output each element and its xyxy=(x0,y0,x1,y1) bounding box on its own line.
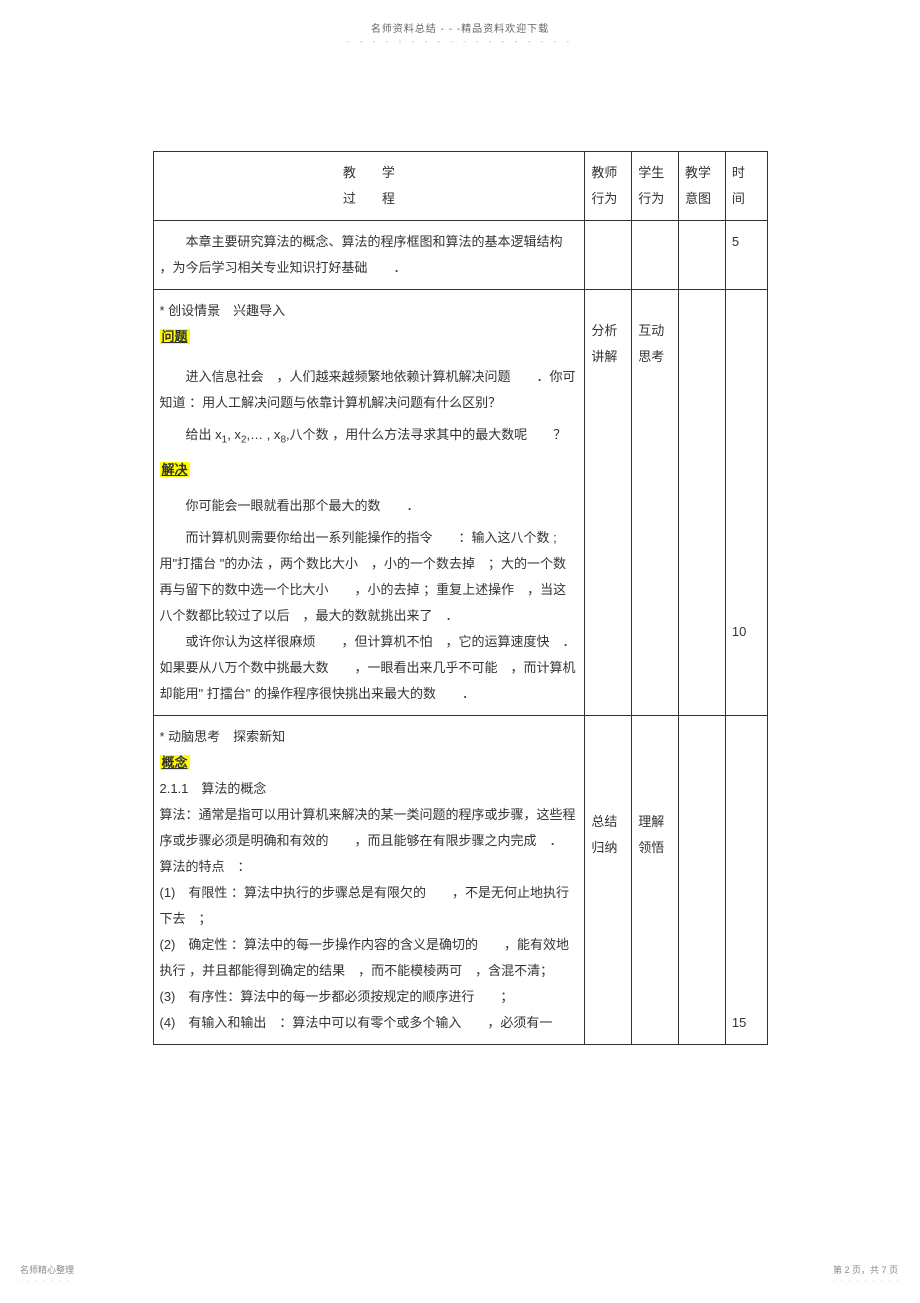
footer-left: 名师精心整理 . . . . . . . xyxy=(20,1263,74,1283)
header-process-l1: 教 学 xyxy=(160,160,579,186)
header-student: 学生 行为 xyxy=(632,152,679,221)
row2-p2: 给出 x1, x2,… , x8,八个数 ，用什么方法寻求其中的最大数呢 ？ xyxy=(160,422,579,451)
label-gainian: 概念 xyxy=(160,755,190,770)
row2-p3: 你可能会一眼就看出那个最大的数 ． xyxy=(160,493,579,519)
footer-left-text: 名师精心整理 xyxy=(20,1263,74,1276)
row2-p1: 进入信息社会 ，人们越来越频繁地依赖计算机解决问题 ．你可知道 ：用人工解决问题… xyxy=(160,364,579,416)
row3-student-l2: 领悟 xyxy=(638,835,672,861)
lesson-plan-table: 教 学 过 程 教师 行为 学生 行为 教学 意图 时 间 本章主要研究算法的概… xyxy=(153,151,768,1045)
table-row: 本章主要研究算法的概念、算法的程序框图和算法的基本逻辑结构 ，为今后学习相关专业… xyxy=(153,221,767,290)
row3-main: * 动脑思考 探索新知 概念 2.1.1 算法的概念 算法：通常是指可以用计算机… xyxy=(153,715,585,1044)
page-header-text: 名师资料总结 - - -精品资料欢迎下载 xyxy=(0,0,920,35)
header-teacher-l2: 行为 xyxy=(591,186,625,212)
header-process-l2: 过 程 xyxy=(160,186,579,212)
header-time-l1: 时 xyxy=(732,160,761,186)
header-process: 教 学 过 程 xyxy=(153,152,585,221)
footer-right-dots: . . . . . . . . . xyxy=(833,1276,900,1283)
row2-student: 互动 思考 xyxy=(632,290,679,716)
row3-student: 理解 领悟 xyxy=(632,715,679,1044)
header-intent-l1: 教学 xyxy=(685,160,719,186)
row1-teacher xyxy=(585,221,632,290)
footer-right-text: 第 2 页，共 7 页 xyxy=(833,1263,900,1276)
row2-main: * 创设情景 兴趣导入 问题 进入信息社会 ，人们越来越频繁地依赖计算机解决问题… xyxy=(153,290,585,716)
label-jiejue: 解决 xyxy=(160,462,190,477)
row3-teacher-l2: 归纳 xyxy=(591,835,625,861)
row3-item4: (4) 有输入和输出 ：算法中可以有零个或多个输入 ，必须有一 xyxy=(160,1010,579,1036)
footer-right: 第 2 页，共 7 页 . . . . . . . . . xyxy=(833,1263,900,1283)
sub1: 1 xyxy=(222,435,228,446)
header-time: 时 间 xyxy=(725,152,767,221)
row2-p4: 而计算机则需要你给出一系列能操作的指令 ：输入这八个数 ;用"打擂台 "的办法 … xyxy=(160,525,579,629)
row3-teacher: 总结 归纳 xyxy=(585,715,632,1044)
header-teacher: 教师 行为 xyxy=(585,152,632,221)
header-teacher-l1: 教师 xyxy=(591,160,625,186)
row3-section: 2.1.1 算法的概念 xyxy=(160,776,579,802)
row2-p2-mid: ,八个数 ，用什么方法寻求其中的最大数呢 ？ xyxy=(286,427,566,442)
header-student-l1: 学生 xyxy=(638,160,672,186)
row3-title: * 动脑思考 探索新知 xyxy=(160,724,579,750)
row3-time: 15 xyxy=(725,715,767,1044)
table-header-row: 教 学 过 程 教师 行为 学生 行为 教学 意图 时 间 xyxy=(153,152,767,221)
row1-student xyxy=(632,221,679,290)
header-student-l2: 行为 xyxy=(638,186,672,212)
row2-intent xyxy=(679,290,726,716)
footer-left-dots: . . . . . . . xyxy=(20,1276,74,1283)
row2-teacher-l1: 分析 xyxy=(591,318,625,344)
header-time-l2: 间 xyxy=(732,186,761,212)
row2-p5: 或许你认为这样很麻烦 ，但计算机不怕 ，它的运算速度快 ．如果要从八万个数中挑最… xyxy=(160,629,579,707)
header-intent: 教学 意图 xyxy=(679,152,726,221)
row2-student-l1: 互动 xyxy=(638,318,672,344)
row1-main: 本章主要研究算法的概念、算法的程序框图和算法的基本逻辑结构 ，为今后学习相关专业… xyxy=(153,221,585,290)
row1-intent xyxy=(679,221,726,290)
row2-student-l2: 思考 xyxy=(638,344,672,370)
row3-intent xyxy=(679,715,726,1044)
row2-time: 10 xyxy=(725,290,767,716)
row3-student-l1: 理解 xyxy=(638,809,672,835)
table-row: * 动脑思考 探索新知 概念 2.1.1 算法的概念 算法：通常是指可以用计算机… xyxy=(153,715,767,1044)
row2-p2-prefix: 给出 x xyxy=(186,427,222,442)
row3-item1: (1) 有限性 ：算法中执行的步骤总是有限欠的 ，不是无何止地执行下去 ； xyxy=(160,880,579,932)
row3-teacher-l1: 总结 xyxy=(591,809,625,835)
row3-item2: (2) 确定性 ：算法中的每一步操作内容的含义是确切的 ，能有效地执行 ，并且都… xyxy=(160,932,579,984)
row3-p1: 算法：通常是指可以用计算机来解决的某一类问题的程序或步骤，这些程序或步骤必须是明… xyxy=(160,802,579,854)
row2-teacher-l2: 讲解 xyxy=(591,344,625,370)
table-row: * 创设情景 兴趣导入 问题 进入信息社会 ，人们越来越频繁地依赖计算机解决问题… xyxy=(153,290,767,716)
header-intent-l2: 意图 xyxy=(685,186,719,212)
row1-text: 本章主要研究算法的概念、算法的程序框图和算法的基本逻辑结构 ，为今后学习相关专业… xyxy=(160,229,579,281)
row2-teacher: 分析 讲解 xyxy=(585,290,632,716)
sub2: 2 xyxy=(241,435,247,446)
label-wenti: 问题 xyxy=(160,329,190,344)
row1-time: 5 xyxy=(725,221,767,290)
row3-p2: 算法的特点 ： xyxy=(160,854,579,880)
row3-item3: (3) 有序性：算法中的每一步都必须按规定的顺序进行 ； xyxy=(160,984,579,1010)
row2-title: * 创设情景 兴趣导入 xyxy=(160,298,579,324)
page-header-dots: - - - - - - - - - - - - - - - - - - xyxy=(0,37,920,46)
